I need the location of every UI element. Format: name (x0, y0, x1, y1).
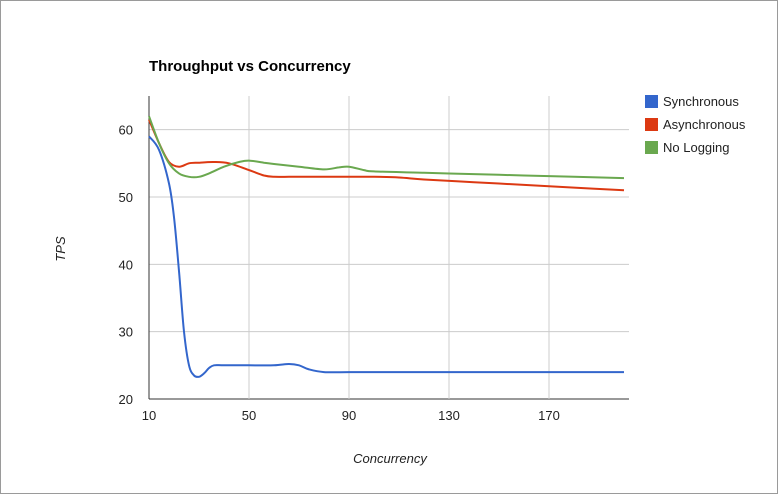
y-tick-label: 30 (119, 325, 133, 340)
series-line-asynchronous (148, 119, 625, 192)
legend-label: Asynchronous (663, 117, 746, 132)
legend-label: No Logging (663, 140, 730, 155)
legend-item-no-logging[interactable]: No Logging (645, 140, 730, 155)
legend-item-synchronous[interactable]: Synchronous (645, 94, 739, 109)
x-tick-label: 10 (142, 408, 156, 423)
legend-swatch (645, 118, 658, 131)
grid (148, 96, 629, 400)
legend-swatch (645, 95, 658, 108)
legend-item-asynchronous[interactable]: Asynchronous (645, 117, 746, 132)
series-line-synchronous (148, 135, 624, 378)
y-tick-label: 60 (119, 123, 133, 138)
series-lines (148, 115, 625, 378)
legend-label: Synchronous (663, 94, 739, 109)
x-tick-label: 170 (538, 408, 560, 423)
chart-title: Throughput vs Concurrency (149, 58, 351, 75)
legend[interactable]: Synchronous Asynchronous No Logging (645, 94, 746, 155)
legend-swatch (645, 141, 658, 154)
y-axis-label: TPS (53, 236, 68, 262)
series-line-no-logging (148, 115, 625, 180)
y-tick-label: 40 (119, 257, 133, 272)
y-tick-label: 50 (119, 190, 133, 205)
x-axis-label: Concurrency (353, 451, 428, 466)
y-tick-label: 20 (119, 392, 133, 407)
y-tick-labels: 20 30 40 50 60 (119, 123, 133, 407)
x-tick-label: 50 (242, 408, 256, 423)
x-tick-label: 90 (342, 408, 356, 423)
x-tick-label: 130 (438, 408, 460, 423)
x-tick-labels: 10 50 90 130 170 (142, 408, 560, 423)
